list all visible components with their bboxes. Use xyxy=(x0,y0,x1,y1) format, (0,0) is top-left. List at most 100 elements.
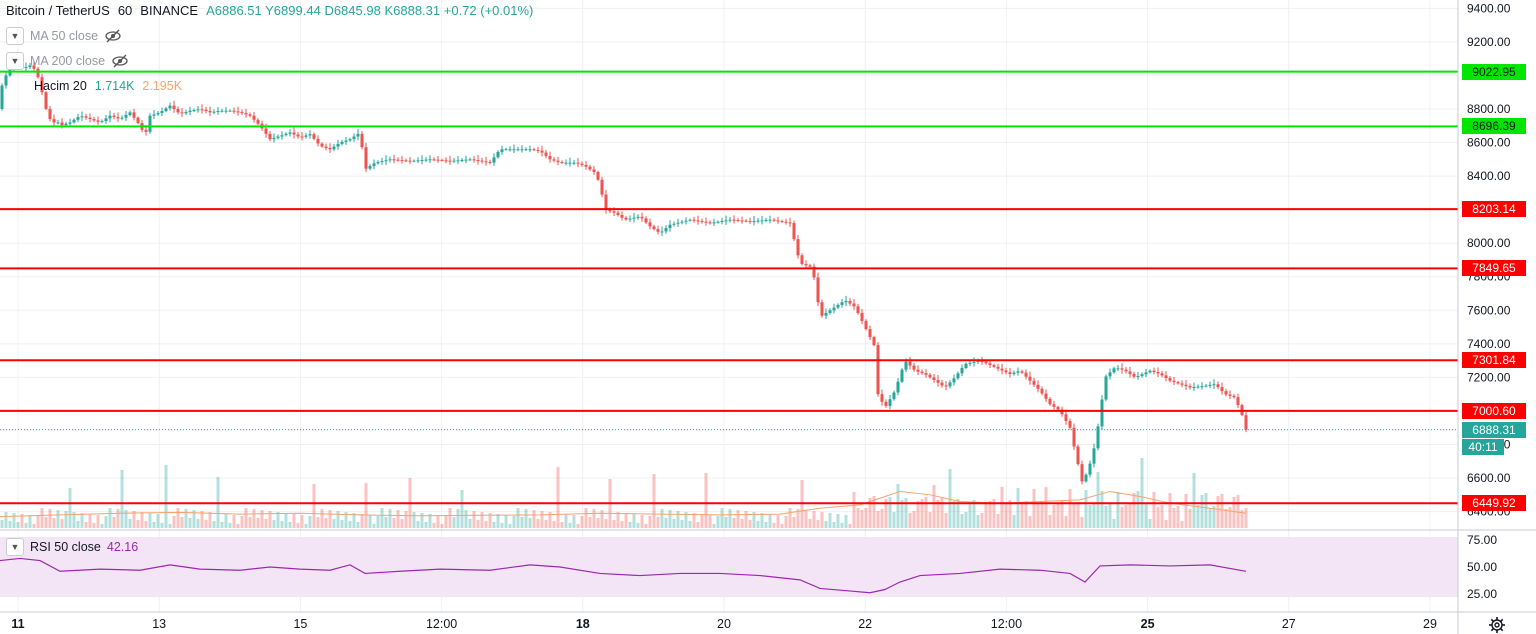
candle-body xyxy=(56,122,60,124)
rsi-axis[interactable]: 75.00 50.00 25.00 xyxy=(1467,533,1497,601)
volume-bar xyxy=(884,499,888,528)
candle-body xyxy=(588,166,592,170)
candle-body xyxy=(888,399,892,406)
chevron-down-icon[interactable]: ▼ xyxy=(6,538,24,556)
time-axis[interactable]: 11 13 15 12:00 18 20 22 12:00 25 27 29 xyxy=(11,617,1437,631)
candle-body xyxy=(916,369,920,372)
candle-body xyxy=(900,369,904,382)
volume-bar xyxy=(844,515,848,528)
volume-bar xyxy=(1004,502,1008,528)
symbol-name[interactable]: Bitcoin / TetherUS xyxy=(6,3,110,18)
candle-body xyxy=(928,374,932,378)
candle-body xyxy=(1156,372,1160,374)
volume-bar xyxy=(100,524,104,528)
volume-bar xyxy=(1204,493,1208,528)
candle-body xyxy=(852,303,856,307)
candle-body xyxy=(412,160,416,162)
horizontal-levels[interactable] xyxy=(0,70,1458,505)
candle-body xyxy=(1228,394,1232,396)
volume-bar xyxy=(84,522,88,528)
candle-body xyxy=(784,221,788,223)
volume-legend[interactable]: Hacim 20 1.714K 2.195K xyxy=(34,79,182,93)
volume-bar xyxy=(284,513,288,528)
price-tick-label: 6600.00 xyxy=(1467,471,1511,485)
volume-bar xyxy=(1152,492,1156,528)
ma200-legend[interactable]: ▼ MA 200 close xyxy=(6,52,129,70)
candle-body xyxy=(256,119,260,124)
volume-bar xyxy=(120,470,124,528)
volume-bar xyxy=(760,513,764,528)
candle-body xyxy=(440,159,444,161)
candle-body xyxy=(592,169,596,173)
candle-body xyxy=(632,217,636,219)
candle-body xyxy=(24,67,28,69)
volume-bar xyxy=(1196,505,1200,528)
candle-body xyxy=(1168,378,1172,381)
candle-body xyxy=(988,363,992,366)
candle-body xyxy=(184,112,188,114)
candle-body xyxy=(4,75,8,86)
candle-body xyxy=(200,109,204,111)
volume-bar xyxy=(956,499,960,528)
volume-bar xyxy=(976,515,980,528)
volume-bar xyxy=(912,511,916,528)
volume-bar xyxy=(716,516,720,528)
volume-bar xyxy=(1064,516,1068,528)
candle-body xyxy=(1220,387,1224,392)
candle-body xyxy=(996,366,1000,369)
volume-bar xyxy=(720,508,724,528)
candle-body xyxy=(468,159,472,161)
eye-off-icon[interactable] xyxy=(111,54,129,68)
candle-body xyxy=(136,117,140,124)
volume-bar xyxy=(300,515,304,528)
volume-bar xyxy=(908,513,912,528)
rsi-legend[interactable]: ▼ RSI 50 close 42.16 xyxy=(6,538,138,556)
volume-bar xyxy=(1200,495,1204,528)
candle-body xyxy=(304,135,308,137)
gear-icon[interactable] xyxy=(1488,616,1506,634)
volume-bar xyxy=(604,519,608,528)
volume-bar xyxy=(836,514,840,528)
candle-body xyxy=(1120,368,1124,370)
candle-body xyxy=(472,159,476,161)
interval[interactable]: 60 xyxy=(117,3,133,18)
volume-bar xyxy=(128,519,132,528)
volume-bar xyxy=(92,523,96,528)
candle-body xyxy=(400,159,404,161)
volume-bar xyxy=(820,512,824,528)
volume-bar xyxy=(28,515,32,528)
volume-bar xyxy=(612,520,616,528)
volume-bar xyxy=(20,514,24,528)
candle-body xyxy=(444,160,448,162)
volume-value: 1.714K xyxy=(94,79,135,93)
candle-body xyxy=(972,361,976,363)
volume-bar xyxy=(192,510,196,528)
candle-body xyxy=(956,373,960,379)
volume-bar xyxy=(332,519,336,528)
volume-bar xyxy=(472,511,476,528)
ma50-legend[interactable]: ▼ MA 50 close xyxy=(6,27,122,45)
volume-bar xyxy=(928,512,932,528)
chevron-down-icon[interactable]: ▼ xyxy=(6,52,24,70)
candle-body xyxy=(92,119,96,121)
candle-body xyxy=(504,149,508,151)
candle-body xyxy=(1196,386,1200,388)
volume-bar xyxy=(1180,521,1184,528)
candle-body xyxy=(1200,386,1204,388)
candle-body xyxy=(144,129,148,132)
candle-body xyxy=(308,134,312,136)
chevron-down-icon[interactable]: ▼ xyxy=(6,27,24,45)
volume-bar xyxy=(744,511,748,528)
candle-body xyxy=(188,110,192,113)
volume-bar xyxy=(372,524,376,528)
volume-bar xyxy=(348,521,352,528)
volume-bar xyxy=(268,511,272,528)
candle-body xyxy=(700,221,704,223)
eye-off-icon[interactable] xyxy=(104,29,122,43)
volume-bar xyxy=(1020,503,1024,528)
volume-bar xyxy=(516,508,520,528)
price-tick-label: 8000.00 xyxy=(1467,236,1511,250)
volume-bar xyxy=(556,467,560,528)
candle-body xyxy=(1112,368,1116,373)
